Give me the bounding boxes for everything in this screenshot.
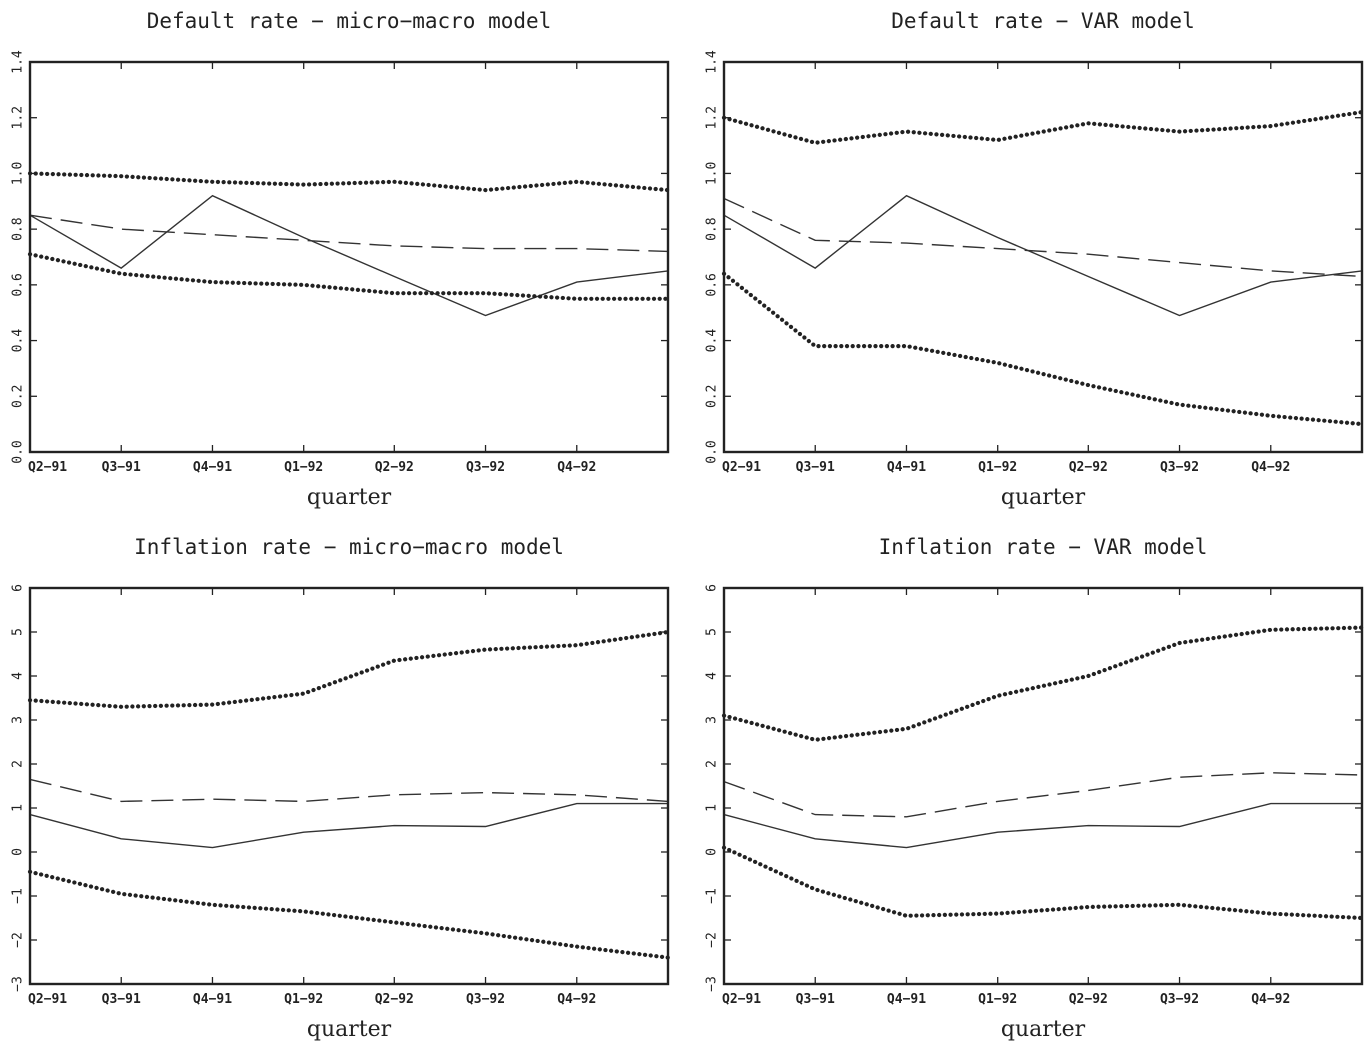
y-tick-label: −3 <box>705 976 720 992</box>
x-tick-label: Q3−91 <box>102 460 141 475</box>
series-line-dotted <box>27 869 671 960</box>
series-line-dotted <box>27 629 671 709</box>
y-tick-label: 0 <box>705 848 720 856</box>
y-tick-label: −2 <box>11 932 26 948</box>
y-tick-label: 1.4 <box>11 50 26 74</box>
x-tick-label: Q3−91 <box>102 992 141 1007</box>
y-tick-label: 0.6 <box>705 273 720 296</box>
x-tick-label: Q4−91 <box>887 460 926 475</box>
x-axis-label: quarter <box>1001 1017 1086 1042</box>
x-tick-label: Q3−91 <box>796 460 835 475</box>
x-axis-label: quarter <box>307 1017 392 1042</box>
y-tick-label: 0.2 <box>11 385 26 408</box>
series-line-dashed <box>29 214 669 253</box>
x-tick-label: Q1−92 <box>284 992 323 1007</box>
plot-frame <box>28 60 670 454</box>
y-tick-label: 3 <box>11 716 26 724</box>
x-tick-label: Q4−91 <box>193 460 232 475</box>
y-tick-label: 4 <box>705 672 720 680</box>
y-tick-label: 0.6 <box>11 273 26 296</box>
y-tick-label: −2 <box>705 932 720 948</box>
x-tick-label: Q4−92 <box>1251 460 1290 475</box>
chart-title: Default rate − VAR model <box>891 9 1194 33</box>
y-tick-label: 2 <box>11 760 26 768</box>
y-tick-label: 3 <box>705 716 720 724</box>
x-axis-label: quarter <box>1001 485 1086 510</box>
y-tick-label: 5 <box>705 628 720 636</box>
y-tick-label: 1 <box>705 804 720 812</box>
chart-title: Inflation rate − micro−macro model <box>134 535 564 559</box>
y-tick-label: 0.2 <box>705 385 720 408</box>
x-tick-label: Q3−91 <box>796 992 835 1007</box>
x-tick-label: Q3−92 <box>1160 992 1199 1007</box>
x-tick-label: Q4−91 <box>887 992 926 1007</box>
chart-title: Inflation rate − VAR model <box>879 535 1208 559</box>
y-tick-label: 0.4 <box>705 329 720 353</box>
y-tick-label: 1 <box>11 804 26 812</box>
y-tick-label: 0.0 <box>11 440 26 463</box>
series-line-dashed <box>29 778 669 803</box>
series-line-solid <box>29 802 668 849</box>
x-tick-label: Q3−92 <box>1160 460 1199 475</box>
y-tick-label: 1.2 <box>705 106 720 129</box>
x-tick-label: Q4−92 <box>557 460 596 475</box>
chart-title: Default rate − micro−macro model <box>147 9 552 33</box>
y-tick-label: 6 <box>11 584 26 592</box>
series-line-dotted <box>721 845 1364 921</box>
x-tick-label: Q4−91 <box>193 992 232 1007</box>
y-tick-label: 1.0 <box>705 162 720 185</box>
y-tick-label: 0.0 <box>705 440 720 463</box>
chart-panel-4: Inflation rate − VAR model quarter −3 −2 −1 0… <box>705 535 1364 1042</box>
x-tick-label: Q1−92 <box>284 460 323 475</box>
series-line-dotted <box>27 252 671 301</box>
plot-frame <box>722 60 1364 454</box>
x-tick-label: Q1−92 <box>978 992 1017 1007</box>
x-tick-label: Q2−91 <box>722 460 761 475</box>
y-tick-label: 0.8 <box>11 217 26 240</box>
x-tick-label: Q2−91 <box>28 992 67 1007</box>
y-tick-label: 0 <box>11 848 26 856</box>
x-tick-label: Q4−92 <box>1251 992 1290 1007</box>
x-tick-label: Q3−92 <box>466 460 505 475</box>
series-line-solid <box>29 194 669 317</box>
x-tick-label: Q3−92 <box>466 992 505 1007</box>
x-tick-label: Q2−91 <box>722 992 761 1007</box>
y-tick-label: 6 <box>705 584 720 592</box>
y-tick-label: −1 <box>11 888 26 904</box>
y-tick-label: −3 <box>11 976 26 992</box>
x-tick-label: Q2−92 <box>1069 992 1108 1007</box>
x-tick-label: Q1−92 <box>978 460 1017 475</box>
chart-panel-2: Default rate − VAR model quarter 0.0 0.2 0.4… <box>705 9 1364 510</box>
series-line-dotted <box>27 171 671 193</box>
y-tick-label: 0.4 <box>11 329 26 353</box>
y-tick-label: −1 <box>705 888 720 904</box>
plot-frame <box>722 586 1364 986</box>
y-tick-label: 4 <box>11 672 26 680</box>
series-line-solid <box>723 802 1362 849</box>
chart-panel-1: Default rate − micro−macro model quarter 0… <box>11 9 671 510</box>
x-tick-label: Q2−91 <box>28 460 67 475</box>
x-tick-label: Q2−92 <box>375 992 414 1007</box>
x-tick-label: Q2−92 <box>1069 460 1108 475</box>
series-line-dashed <box>723 772 1363 818</box>
y-tick-label: 1.0 <box>11 162 26 185</box>
series-line-dotted <box>721 271 1364 427</box>
series-line-dashed <box>723 197 1363 278</box>
series-line-dotted <box>721 110 1364 145</box>
plot-frame <box>28 586 670 986</box>
y-tick-label: 0.8 <box>705 217 720 240</box>
x-tick-label: Q2−92 <box>375 460 414 475</box>
y-tick-label: 1.2 <box>11 106 26 129</box>
chart-panel-3: Inflation rate − micro−macro model quarte… <box>11 535 671 1042</box>
x-axis-label: quarter <box>307 485 392 510</box>
x-tick-label: Q4−92 <box>557 992 596 1007</box>
y-tick-label: 5 <box>11 628 26 636</box>
series-line-dotted <box>721 625 1364 742</box>
series-line-solid <box>723 194 1363 317</box>
y-tick-label: 1.4 <box>705 50 720 74</box>
y-tick-label: 2 <box>705 760 720 768</box>
